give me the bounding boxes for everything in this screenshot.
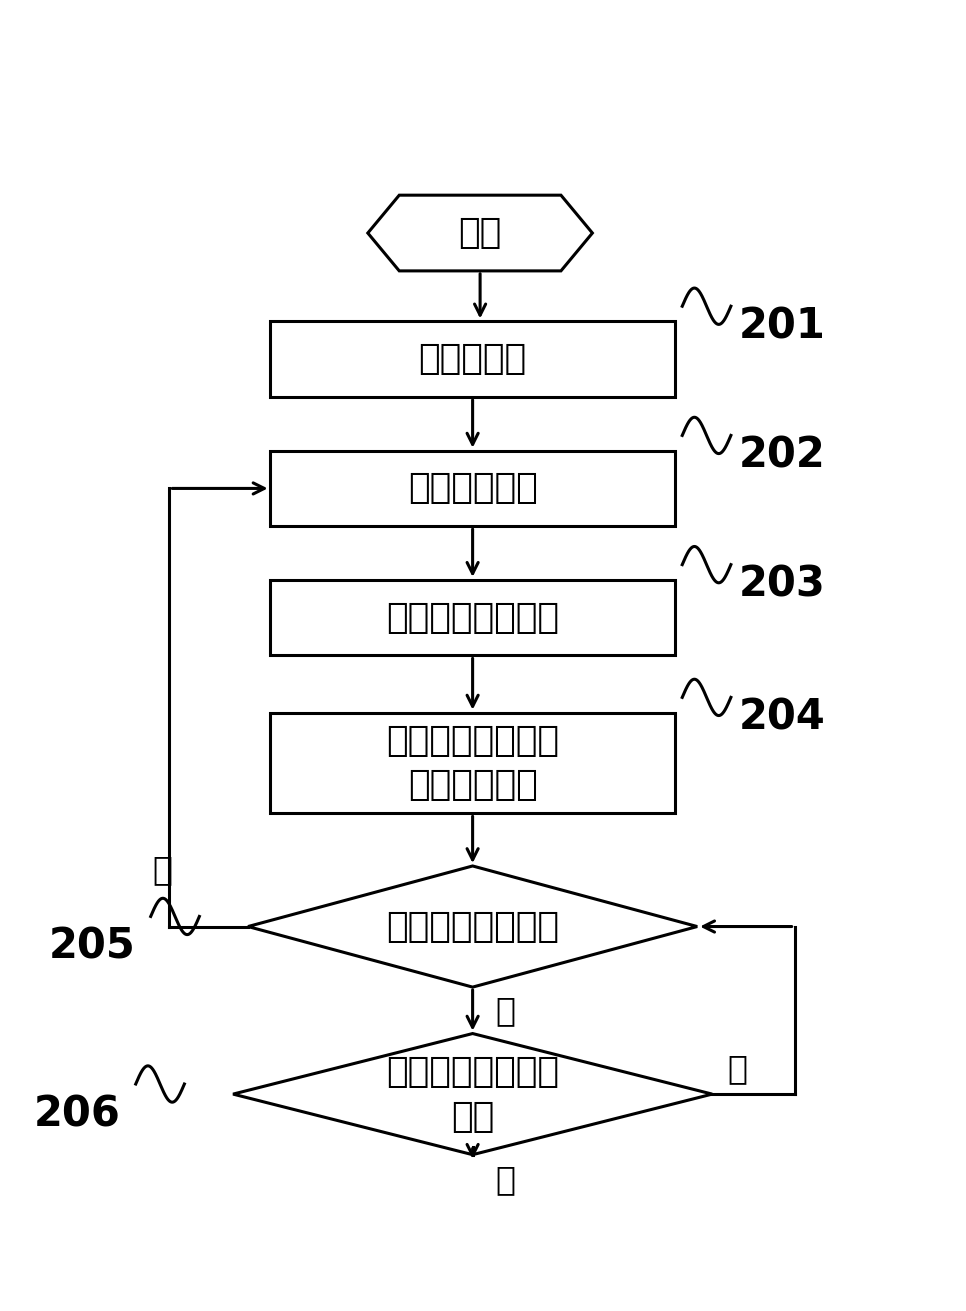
Polygon shape [368,195,592,271]
Text: 204: 204 [738,696,825,738]
Text: 执行测光操作: 执行测光操作 [408,472,537,506]
Text: 否: 否 [727,1053,747,1086]
Text: 202: 202 [738,435,825,477]
Text: 201: 201 [738,305,825,347]
Text: 是: 是 [496,1163,515,1197]
Text: 203: 203 [738,564,825,606]
Text: 205: 205 [49,926,135,968]
FancyBboxPatch shape [270,712,674,813]
Text: 根据曝光调整参数
进行曝光调整: 根据曝光调整参数 进行曝光调整 [386,724,559,802]
Polygon shape [233,1033,712,1155]
Text: 初始化曝光: 初始化曝光 [418,342,526,376]
Text: 是: 是 [496,994,515,1027]
Text: 判断场景是否发生
变化: 判断场景是否发生 变化 [386,1055,559,1134]
FancyBboxPatch shape [270,579,674,656]
FancyBboxPatch shape [270,321,674,397]
Polygon shape [248,867,697,987]
Text: 否: 否 [152,853,172,886]
Text: 206: 206 [34,1093,121,1135]
Text: 计算曝光调整参数: 计算曝光调整参数 [386,600,559,635]
Text: 判断曝光是否稳定: 判断曝光是否稳定 [386,910,559,944]
Text: 开始: 开始 [459,216,501,250]
FancyBboxPatch shape [270,451,674,526]
